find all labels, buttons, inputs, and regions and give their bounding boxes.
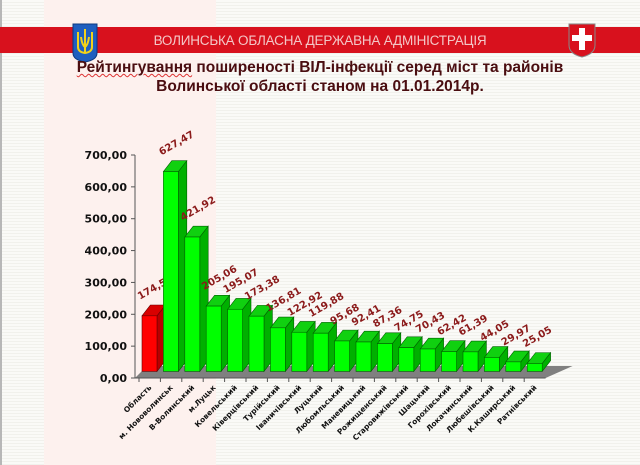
y-tick-label: 400,00: [85, 245, 128, 258]
bar-16: [483, 345, 509, 373]
bar-14: [440, 339, 466, 373]
bar-17: [505, 350, 530, 373]
bar-10: [355, 330, 381, 373]
bar-9: [333, 329, 359, 373]
volyn-shield-icon: [568, 23, 596, 58]
y-tick-label: 100,00: [85, 340, 128, 353]
bar-3: [205, 294, 231, 373]
y-tick-label: 500,00: [85, 213, 128, 226]
header-band: [0, 27, 640, 53]
bar-6: [269, 316, 295, 373]
bar-8: [312, 321, 338, 373]
value-label: 627,47: [157, 129, 196, 158]
trident-emblem-icon: [72, 23, 98, 63]
bar-2: [184, 225, 209, 373]
slide-border: [0, 0, 2, 465]
bar-1: [162, 159, 188, 373]
y-tick-label: 200,00: [85, 308, 128, 321]
organization-name: ВОЛИНСЬКА ОБЛАСНА ДЕРЖАВНА АДМІНІСТРАЦІЯ: [153, 33, 487, 48]
title-line-1: Рейтингування поширеності ВІЛ-інфекції с…: [76, 59, 564, 76]
y-tick-label: 600,00: [85, 181, 128, 194]
bar-5: [248, 304, 274, 373]
y-tick-label: 0,00: [100, 372, 127, 385]
chart-title: Рейтингування поширеності ВІЛ-інфекції с…: [0, 58, 640, 96]
bar-7: [291, 320, 316, 373]
bar-18: [526, 351, 552, 373]
slide-accent-band: [44, 0, 216, 465]
bar-11: [376, 331, 402, 373]
y-tick-label: 700,00: [85, 149, 128, 162]
title-line-2: Волинської області станом на 01.01.2014р…: [156, 78, 484, 95]
bar-4: [226, 297, 252, 373]
bar-15: [462, 340, 488, 373]
bar-0: [141, 304, 167, 373]
y-tick-label: 300,00: [85, 276, 128, 289]
